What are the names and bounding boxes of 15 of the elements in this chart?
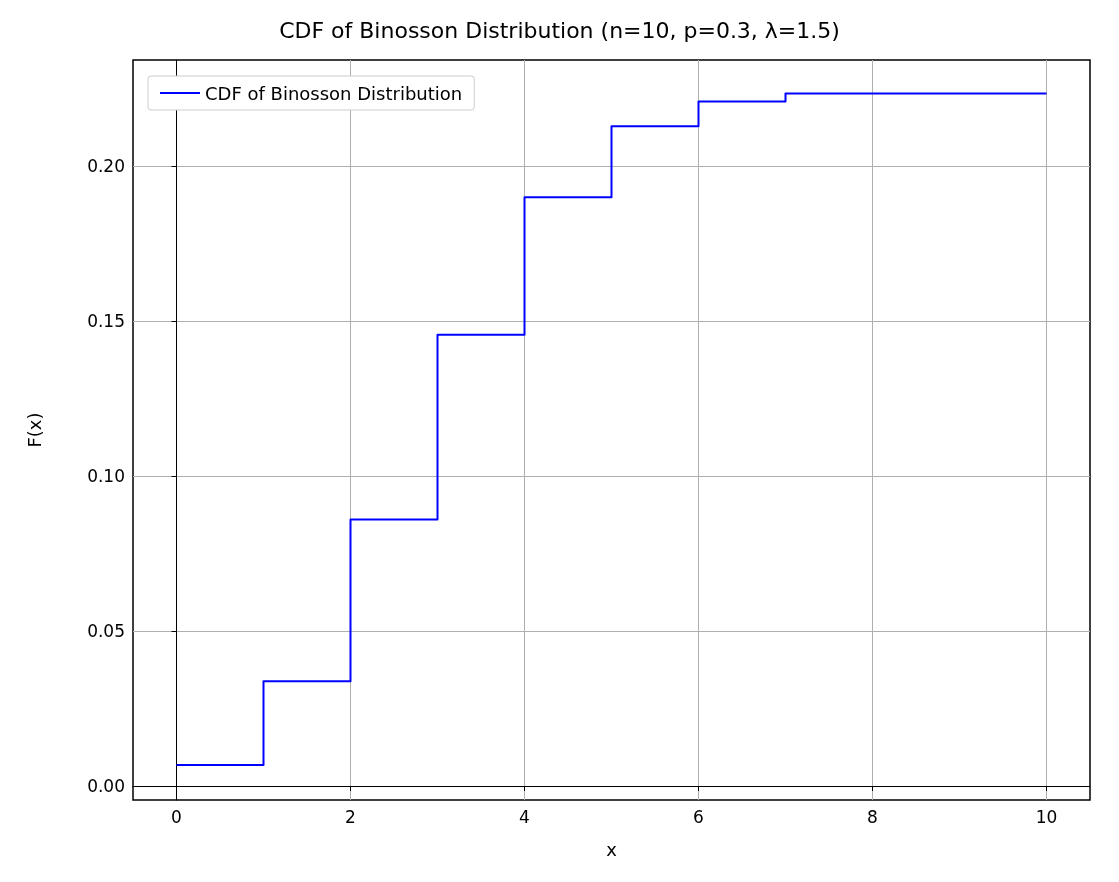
y-tick-label: 0.00 bbox=[87, 776, 125, 797]
x-tick-label: 6 bbox=[693, 806, 704, 827]
y-axis-title: F(x) bbox=[23, 412, 45, 448]
legend-label: CDF of Binosson Distribution bbox=[205, 82, 463, 104]
y-tick-label: 0.20 bbox=[87, 156, 125, 177]
x-tick-label: 2 bbox=[345, 806, 356, 827]
x-tick-label: 4 bbox=[519, 806, 530, 827]
x-tick-label: 10 bbox=[1035, 806, 1058, 827]
chart-title: CDF of Binosson Distribution (n=10, p=0.3, λ=1.5) bbox=[279, 17, 840, 43]
y-tick-label: 0.10 bbox=[87, 466, 125, 487]
x-axis-title: x bbox=[606, 838, 618, 860]
x-tick-label: 8 bbox=[867, 806, 878, 827]
y-tick-label: 0.05 bbox=[87, 621, 125, 642]
y-tick-label: 0.15 bbox=[87, 311, 125, 332]
x-tick-label: 0 bbox=[171, 806, 182, 827]
